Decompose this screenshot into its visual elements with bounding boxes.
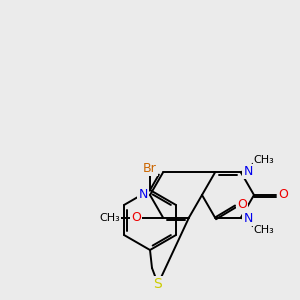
Text: Br: Br [143,161,157,175]
Text: O: O [131,211,141,224]
Text: N: N [243,165,253,178]
Text: CH₃: CH₃ [254,224,274,235]
Text: CH₃: CH₃ [100,212,120,223]
Text: S: S [154,277,162,291]
Text: O: O [278,188,288,202]
Text: CH₃: CH₃ [254,155,274,166]
Text: N: N [243,212,253,225]
Text: N: N [138,188,148,202]
Text: O: O [237,198,247,211]
